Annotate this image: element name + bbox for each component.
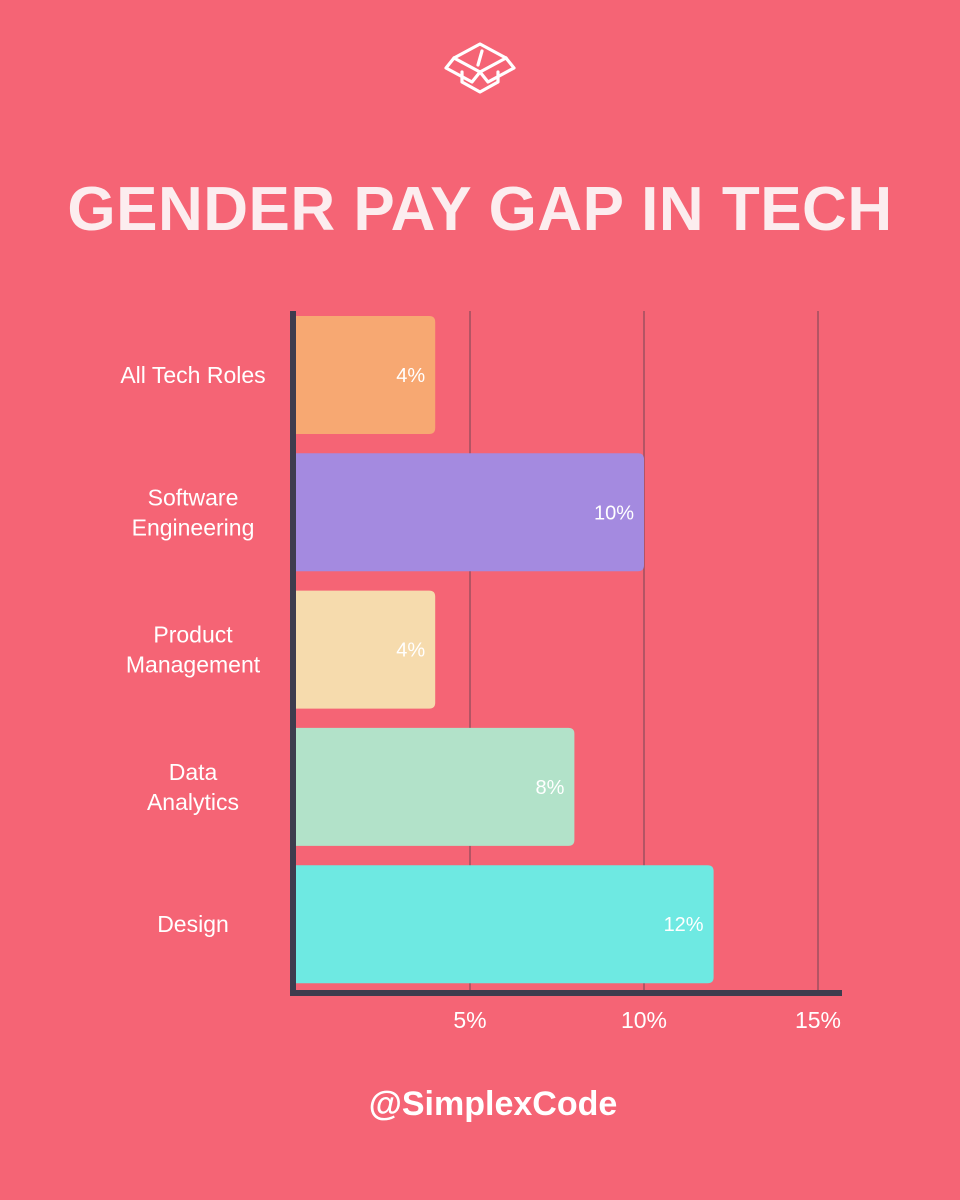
category-label-line: Analytics bbox=[147, 789, 239, 815]
bar bbox=[294, 316, 436, 434]
x-tick-label: 15% bbox=[795, 1007, 841, 1033]
x-tick-label: 5% bbox=[453, 1007, 486, 1033]
x-tick-label: 10% bbox=[621, 1007, 667, 1033]
bar bbox=[294, 453, 644, 572]
category-label-line: All Tech Roles bbox=[120, 362, 265, 388]
x-axis-ticks: 5% 10% 15% bbox=[453, 1007, 841, 1033]
category-label: Software Engineering bbox=[132, 484, 255, 540]
bar bbox=[294, 727, 575, 846]
bars: 4% 10% 4% 8% 12% bbox=[294, 316, 714, 984]
category-label: Design bbox=[157, 911, 229, 937]
bar-value-label: 8% bbox=[535, 777, 564, 799]
axes bbox=[290, 311, 842, 996]
category-label: Data Analytics bbox=[147, 759, 239, 815]
category-label-line: Design bbox=[157, 911, 229, 937]
category-labels: All Tech Roles Software Engineering Product… bbox=[120, 362, 265, 937]
bar-value-label: 12% bbox=[664, 914, 704, 936]
page-title: GENDER PAY GAP IN TECH bbox=[67, 175, 893, 244]
code-box-icon bbox=[444, 42, 516, 94]
bar bbox=[294, 865, 714, 984]
category-label-line: Product bbox=[153, 622, 233, 648]
bar-value-label: 4% bbox=[396, 640, 425, 662]
category-label: Product Management bbox=[126, 622, 261, 678]
category-label: All Tech Roles bbox=[120, 362, 265, 388]
bar bbox=[294, 590, 436, 709]
category-label-line: Management bbox=[126, 652, 261, 678]
category-label-line: Engineering bbox=[132, 514, 255, 540]
category-label-line: Software bbox=[148, 484, 239, 510]
bar-value-label: 10% bbox=[594, 502, 634, 524]
bar-value-label: 4% bbox=[396, 365, 425, 387]
category-label-line: Data bbox=[169, 759, 218, 785]
footer-handle: @SimplexCode bbox=[368, 1085, 618, 1123]
